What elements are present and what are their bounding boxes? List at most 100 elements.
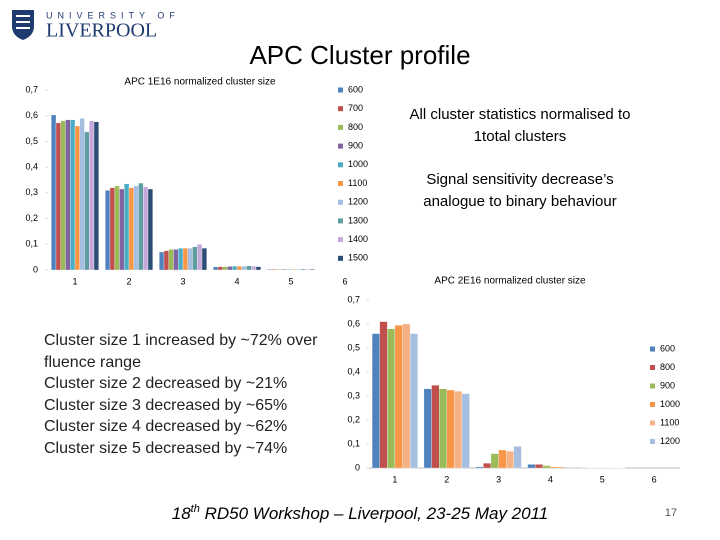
legend-swatch xyxy=(338,124,343,130)
legend-label: 900 xyxy=(660,380,675,390)
bar xyxy=(55,122,61,271)
note-line: All cluster statistics normalised to xyxy=(410,106,631,123)
bar xyxy=(309,269,315,271)
bar xyxy=(227,266,233,271)
bar xyxy=(74,125,80,271)
bar xyxy=(475,466,484,469)
bar xyxy=(114,185,120,271)
note: All cluster statistics normalised to 1tot… xyxy=(410,106,631,145)
bar xyxy=(483,463,492,469)
bar xyxy=(379,321,388,469)
y-tick-label: 0 xyxy=(33,264,38,274)
bar xyxy=(163,250,169,271)
y-tick-label: 0,4 xyxy=(25,162,38,172)
legend-label: 600 xyxy=(660,343,675,353)
bullet: Cluster size 4 decreased by ~62% xyxy=(44,418,288,435)
y-tick-label: 0,7 xyxy=(347,294,360,304)
bar xyxy=(431,385,440,469)
bar xyxy=(255,266,261,271)
y-tick-label: 0,5 xyxy=(25,136,38,146)
bar xyxy=(128,187,134,271)
bar xyxy=(490,453,499,469)
y-tick-label: 0,3 xyxy=(25,187,38,197)
legend-swatch xyxy=(338,162,343,168)
bar xyxy=(168,249,174,271)
y-tick-label: 0,7 xyxy=(25,84,38,94)
bar xyxy=(105,190,111,271)
bar xyxy=(565,467,574,469)
bar xyxy=(213,266,219,271)
bar xyxy=(402,323,411,469)
legend-swatch xyxy=(338,218,343,224)
legend-label: 900 xyxy=(348,140,363,150)
legend-label: 1200 xyxy=(660,436,680,446)
bar xyxy=(197,244,203,271)
legend-label: 800 xyxy=(348,122,363,132)
logo-shield-detail xyxy=(16,15,30,29)
legend-swatch xyxy=(650,365,655,370)
bar xyxy=(79,118,85,271)
bar xyxy=(446,389,455,469)
legend-swatch xyxy=(338,143,343,149)
note-line: Signal sensitivity decrease’s xyxy=(426,171,613,188)
note-line: analogue to binary behaviour xyxy=(423,193,616,210)
bar xyxy=(498,449,507,469)
x-tick-label: 4 xyxy=(548,474,553,484)
y-tick-label: 0,5 xyxy=(347,342,360,352)
bullet: Cluster size 3 decreased by ~65% xyxy=(44,396,288,414)
y-tick-label: 0,6 xyxy=(25,110,38,120)
bar xyxy=(93,121,99,271)
bar xyxy=(550,466,559,469)
bar xyxy=(182,247,188,271)
bar xyxy=(109,187,115,271)
bullet: Cluster size 1 increased by ~72% over fl… xyxy=(44,332,318,371)
bar xyxy=(423,388,432,469)
bar xyxy=(295,269,301,271)
y-tick-label: 0,2 xyxy=(347,414,360,424)
bar xyxy=(232,265,238,271)
bar xyxy=(394,325,403,469)
logo-line2: LIVERPOOL xyxy=(46,20,157,42)
legend-swatch xyxy=(650,346,655,352)
y-tick-label: 0,6 xyxy=(347,318,360,328)
note: Signal sensitivity decrease’s analogue to… xyxy=(423,171,616,210)
y-tick-label: 0,4 xyxy=(347,366,360,376)
chart-title: APC 1E16 normalized cluster size xyxy=(124,77,276,88)
bar xyxy=(387,328,396,469)
bar xyxy=(286,269,292,271)
bar xyxy=(300,268,306,271)
bar xyxy=(236,266,242,271)
footer-number: 18 xyxy=(172,504,191,523)
x-tick-label: 3 xyxy=(180,276,185,286)
bar xyxy=(138,182,144,271)
bar xyxy=(305,269,311,271)
legend-label: 1500 xyxy=(348,253,368,263)
legend-label: 1000 xyxy=(348,159,368,169)
bar xyxy=(89,120,95,271)
bar xyxy=(454,391,463,469)
bar xyxy=(409,333,418,469)
bar xyxy=(143,186,149,271)
legend-swatch xyxy=(650,439,655,444)
x-tick-label: 2 xyxy=(444,474,449,484)
y-tick-label: 0 xyxy=(355,462,360,472)
y-tick-label: 0,2 xyxy=(25,213,38,223)
bar xyxy=(51,114,57,271)
legend-swatch xyxy=(650,383,655,389)
bar xyxy=(187,247,193,271)
x-tick-label: 6 xyxy=(652,474,657,484)
legend-label: 1400 xyxy=(348,234,368,244)
bar xyxy=(438,388,447,469)
bar xyxy=(371,333,380,469)
bar xyxy=(222,266,228,271)
bar xyxy=(246,265,252,271)
bar xyxy=(133,185,139,271)
legend-swatch xyxy=(338,255,343,261)
y-tick-label: 0,1 xyxy=(347,438,360,448)
bar xyxy=(527,464,536,469)
bar xyxy=(70,119,76,271)
logo: UNIVERSITY OF LIVERPOOL xyxy=(12,10,175,42)
footer-suffix: th xyxy=(191,503,200,515)
bar xyxy=(251,265,257,271)
bar xyxy=(84,131,90,271)
